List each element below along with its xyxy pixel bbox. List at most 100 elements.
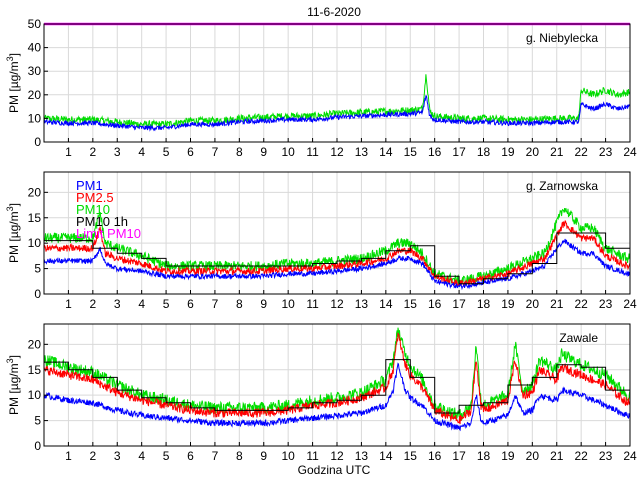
x-tick-label: 2 <box>89 449 96 463</box>
x-tick-label: 12 <box>330 449 344 463</box>
x-tick-label: 20 <box>526 145 540 159</box>
x-tick-label: 11 <box>306 145 319 159</box>
y-axis-label: PM [µg/m3] <box>5 355 21 415</box>
x-tick-label: 11 <box>306 297 319 311</box>
x-tick-label: 17 <box>452 449 466 463</box>
x-tick-label: 1 <box>65 449 72 463</box>
x-tick-label: 18 <box>477 449 491 463</box>
pm10-line <box>44 74 630 129</box>
y-tick-label: 10 <box>28 388 42 402</box>
panel-2-series <box>44 207 630 291</box>
x-tick-label: 7 <box>212 449 219 463</box>
x-tick-label: 8 <box>236 449 243 463</box>
x-tick-label: 9 <box>260 145 267 159</box>
x-tick-label: 15 <box>404 449 418 463</box>
x-tick-label: 8 <box>236 297 243 311</box>
x-tick-label: 16 <box>428 449 442 463</box>
x-tick-label: 14 <box>379 449 393 463</box>
x-tick-label: 22 <box>574 297 588 311</box>
x-tick-label: 19 <box>501 145 515 159</box>
y-axis-label: PM [µg/m3] <box>5 203 21 263</box>
x-tick-label: 15 <box>404 297 418 311</box>
y-tick-label: 40 <box>28 41 42 55</box>
x-tick-label: 20 <box>526 449 540 463</box>
pm10-1h-step-line <box>44 232 630 285</box>
pm1-line <box>44 95 630 132</box>
x-tick-label: 20 <box>526 297 540 311</box>
x-tick-label: 4 <box>138 145 145 159</box>
y-tick-label: 15 <box>28 363 42 377</box>
x-tick-label: 23 <box>599 449 613 463</box>
x-tick-label: 16 <box>428 145 442 159</box>
x-tick-label: 5 <box>163 449 170 463</box>
x-tick-label: 2 <box>89 145 96 159</box>
x-tick-label: 13 <box>355 145 369 159</box>
x-tick-label: 13 <box>355 449 369 463</box>
x-tick-label: 21 <box>550 145 564 159</box>
legend-item: PM1 <box>76 178 103 193</box>
x-tick-label: 10 <box>281 297 295 311</box>
x-tick-label: 6 <box>187 297 194 311</box>
x-tick-label: 3 <box>114 145 121 159</box>
y-tick-label: 5 <box>34 414 41 428</box>
x-axis-label: Godzina UTC <box>298 463 371 477</box>
y-tick-label: 20 <box>28 185 42 199</box>
y-tick-label: 10 <box>28 236 42 250</box>
x-tick-label: 12 <box>330 145 344 159</box>
x-tick-label: 23 <box>599 297 613 311</box>
x-tick-label: 24 <box>623 145 637 159</box>
x-tick-label: 9 <box>260 449 267 463</box>
x-tick-label: 6 <box>187 449 194 463</box>
x-tick-label: 17 <box>452 297 466 311</box>
x-tick-label: 18 <box>477 145 491 159</box>
station-label: g. Zarnowska <box>526 179 598 193</box>
x-tick-label: 17 <box>452 145 466 159</box>
x-tick-label: 7 <box>212 297 219 311</box>
y-tick-label: 10 <box>28 111 42 125</box>
x-tick-label: 19 <box>501 297 515 311</box>
x-tick-label: 10 <box>281 449 295 463</box>
y-tick-label: 0 <box>34 135 41 149</box>
x-tick-label: 3 <box>114 449 121 463</box>
station-label: g. Niebylecka <box>526 31 598 45</box>
x-tick-label: 19 <box>501 449 515 463</box>
x-tick-label: 14 <box>379 145 393 159</box>
y-tick-label: 0 <box>34 287 41 301</box>
x-tick-label: 14 <box>379 297 393 311</box>
y-tick-label: 20 <box>28 337 42 351</box>
y-tick-label: 20 <box>28 88 42 102</box>
x-tick-label: 21 <box>550 449 564 463</box>
x-tick-label: 5 <box>163 297 170 311</box>
legend-item: PM2.5 <box>76 190 114 205</box>
x-tick-label: 22 <box>574 449 588 463</box>
x-tick-label: 1 <box>65 297 72 311</box>
y-tick-label: 0 <box>34 439 41 453</box>
x-tick-label: 13 <box>355 297 369 311</box>
x-tick-label: 18 <box>477 297 491 311</box>
x-tick-label: 15 <box>404 145 418 159</box>
x-tick-label: 1 <box>65 145 72 159</box>
y-tick-label: 15 <box>28 211 42 225</box>
panel-1-series <box>44 74 630 132</box>
x-tick-label: 7 <box>212 145 219 159</box>
x-tick-label: 11 <box>306 449 319 463</box>
panel-3-series <box>44 327 630 432</box>
x-tick-label: 6 <box>187 145 194 159</box>
y-tick-label: 50 <box>28 17 42 31</box>
y-axis-label: PM [µg/m3] <box>5 53 21 113</box>
legend-item: PM10 <box>76 202 110 217</box>
y-tick-label: 5 <box>34 262 41 276</box>
pm10-1h-step-line <box>44 359 630 414</box>
x-tick-label: 12 <box>330 297 344 311</box>
station-label: Zawale <box>559 331 598 345</box>
x-tick-label: 3 <box>114 297 121 311</box>
x-tick-label: 5 <box>163 145 170 159</box>
x-tick-label: 21 <box>550 297 564 311</box>
x-tick-label: 2 <box>89 297 96 311</box>
figure-title: 11-6-2020 <box>307 5 361 19</box>
x-tick-label: 16 <box>428 297 442 311</box>
x-tick-label: 23 <box>599 145 613 159</box>
pm1-line <box>44 362 630 432</box>
